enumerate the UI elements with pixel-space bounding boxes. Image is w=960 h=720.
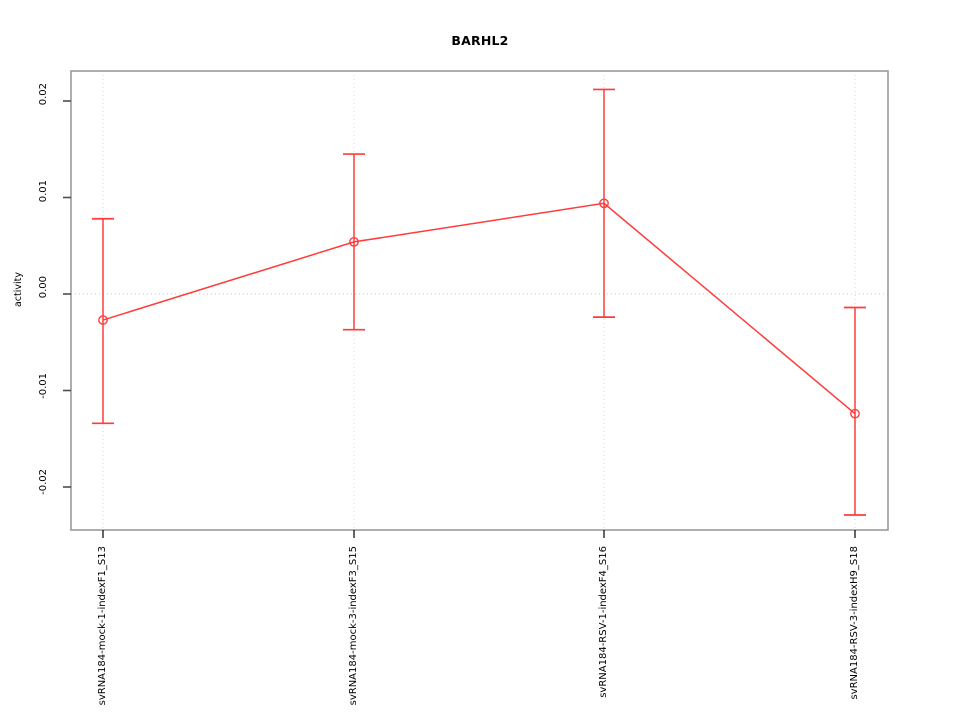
data-points <box>98 198 860 419</box>
line-path <box>102 202 856 415</box>
data-point-2 <box>599 198 609 209</box>
series-line-activity <box>102 202 856 415</box>
error-bar-2 <box>593 88 615 319</box>
error-bars <box>92 88 866 516</box>
error-bar-0 <box>92 217 114 425</box>
error-bar-1 <box>343 153 365 331</box>
gridlines <box>102 71 856 530</box>
data-point-0 <box>98 315 108 325</box>
error-bar-3 <box>844 306 866 516</box>
data-point-1 <box>349 236 359 247</box>
plot-frame <box>70 70 889 531</box>
chart-title: BARHL2 <box>451 33 509 48</box>
data-point-3 <box>850 408 860 419</box>
x-axis-ticks <box>102 530 856 538</box>
y-axis-ticks <box>63 100 71 488</box>
